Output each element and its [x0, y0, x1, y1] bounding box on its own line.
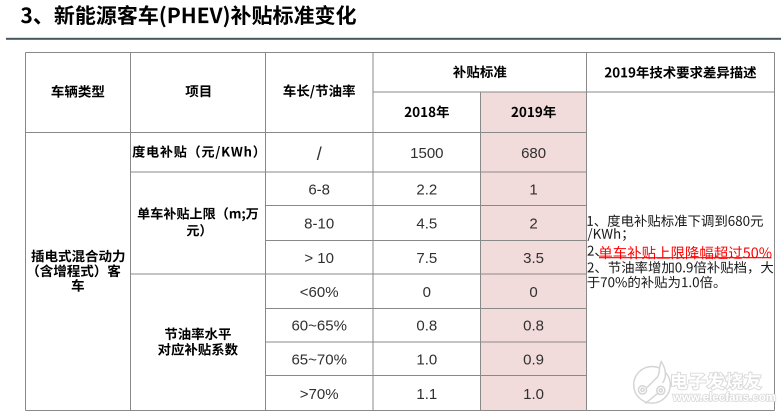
svg-text:1500: 1500 — [410, 145, 443, 162]
svg-text:2.2: 2.2 — [416, 182, 437, 199]
svg-text:2: 2 — [529, 216, 537, 233]
svg-text:0.8: 0.8 — [416, 318, 437, 335]
svg-text:65~70%: 65~70% — [291, 351, 346, 368]
svg-text:1: 1 — [529, 182, 537, 199]
svg-text:8-10: 8-10 — [304, 216, 334, 233]
svg-text:0: 0 — [423, 284, 431, 301]
svg-text:1.0: 1.0 — [416, 351, 437, 368]
svg-text:> 10: > 10 — [304, 250, 334, 267]
svg-text:>70%: >70% — [300, 386, 339, 403]
svg-text:<60%: <60% — [300, 284, 339, 301]
svg-text:680: 680 — [521, 145, 546, 162]
svg-text:0.8: 0.8 — [523, 318, 544, 335]
svg-text:60~65%: 60~65% — [291, 318, 346, 335]
svg-text:www.elecfans.com: www.elecfans.com — [672, 391, 776, 404]
svg-text:0.9: 0.9 — [523, 351, 544, 368]
svg-text:3.5: 3.5 — [523, 250, 544, 267]
svg-text:1.1: 1.1 — [416, 386, 437, 403]
svg-text:1.0: 1.0 — [523, 386, 544, 403]
svg-text:4.5: 4.5 — [416, 216, 437, 233]
svg-text:/: / — [317, 144, 322, 164]
svg-text:6-8: 6-8 — [308, 182, 330, 199]
svg-text:7.5: 7.5 — [416, 250, 437, 267]
svg-text:0: 0 — [529, 284, 537, 301]
